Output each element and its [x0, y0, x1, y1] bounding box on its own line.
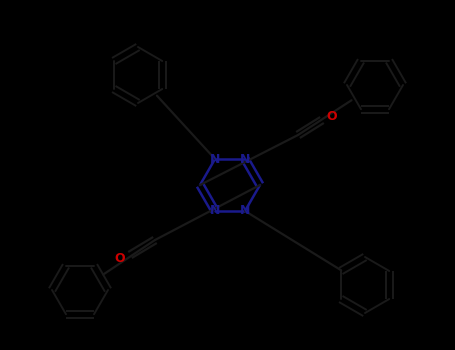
Text: N: N	[240, 204, 250, 217]
Text: O: O	[115, 252, 125, 265]
Text: N: N	[240, 153, 250, 166]
Text: O: O	[327, 111, 337, 124]
Text: N: N	[210, 204, 220, 217]
Text: N: N	[210, 153, 220, 166]
